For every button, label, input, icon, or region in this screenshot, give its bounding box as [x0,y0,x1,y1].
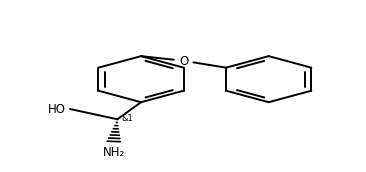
Text: O: O [179,55,188,68]
Text: &1: &1 [122,114,134,123]
Text: HO: HO [48,103,66,116]
Text: NH₂: NH₂ [102,146,125,159]
